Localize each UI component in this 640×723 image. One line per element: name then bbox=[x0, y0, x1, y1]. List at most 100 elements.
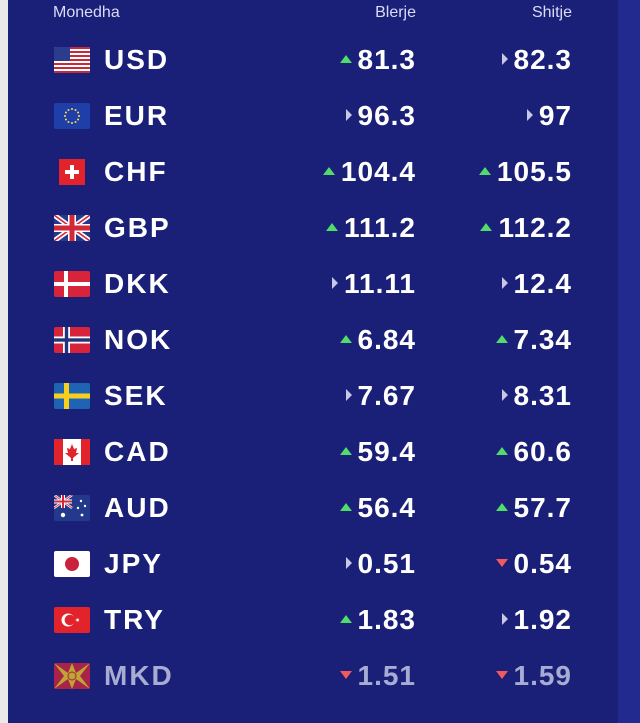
scrollbar-track[interactable] bbox=[618, 0, 640, 723]
sell-value: 1.92 bbox=[513, 604, 572, 635]
no-flag-icon bbox=[54, 327, 90, 353]
trend-up-icon bbox=[495, 446, 508, 455]
buy-rate: 111.2 bbox=[326, 212, 416, 244]
sell-rate: 105.5 bbox=[478, 156, 572, 188]
trend-up-icon bbox=[322, 166, 335, 175]
rate-row-nok: NOK 6.84 7.34 bbox=[8, 314, 618, 370]
sell-value: 57.7 bbox=[513, 492, 572, 523]
sell-rate: 97 bbox=[526, 100, 572, 132]
rate-row-dkk: DKK 11.11 12.4 bbox=[8, 258, 618, 314]
currency-code: JPY bbox=[104, 548, 163, 579]
sell-value: 8.31 bbox=[513, 380, 572, 411]
trend-same-icon bbox=[345, 388, 352, 401]
sell-value: 82.3 bbox=[513, 44, 572, 75]
trend-up-icon bbox=[339, 614, 352, 623]
trend-up-icon bbox=[339, 334, 352, 343]
rate-row-eur: EUR 96.3 97 bbox=[8, 90, 618, 146]
sell-rate: 8.31 bbox=[501, 380, 573, 412]
exchange-rates-panel: Monedha Blerje Shitje USD 81.3 82.3 EUR 96.3… bbox=[8, 0, 618, 723]
sell-rate: 60.6 bbox=[495, 436, 573, 468]
rate-row-usd: USD 81.3 82.3 bbox=[8, 34, 618, 90]
au-flag-icon bbox=[54, 495, 90, 521]
us-flag-icon bbox=[54, 47, 90, 73]
trend-same-icon bbox=[526, 108, 533, 121]
sell-value: 105.5 bbox=[496, 156, 572, 187]
buy-rate: 56.4 bbox=[339, 492, 417, 524]
sell-value: 7.34 bbox=[513, 324, 572, 355]
rate-row-aud: AUD 56.4 57.7 bbox=[8, 482, 618, 538]
buy-value: 56.4 bbox=[357, 492, 416, 523]
sell-rate: 82.3 bbox=[501, 44, 573, 76]
sell-value: 12.4 bbox=[513, 268, 572, 299]
currency-code: TRY bbox=[104, 604, 165, 635]
buy-value: 1.51 bbox=[357, 660, 416, 691]
buy-rate: 7.67 bbox=[345, 380, 417, 412]
sell-value: 60.6 bbox=[513, 436, 572, 467]
se-flag-icon bbox=[54, 383, 90, 409]
rate-row-chf: CHF 104.4 105.5 bbox=[8, 146, 618, 202]
trend-same-icon bbox=[501, 388, 508, 401]
buy-rate: 81.3 bbox=[339, 44, 417, 76]
currency-code: EUR bbox=[104, 100, 170, 131]
sell-rate: 12.4 bbox=[501, 268, 573, 300]
currency-code: SEK bbox=[104, 380, 168, 411]
trend-same-icon bbox=[345, 556, 352, 569]
buy-value: 1.83 bbox=[357, 604, 416, 635]
trend-up-icon bbox=[326, 222, 339, 231]
trend-down-icon bbox=[339, 670, 352, 679]
eu-flag-icon bbox=[54, 103, 90, 129]
buy-rate: 1.83 bbox=[339, 604, 417, 636]
currency-code: CAD bbox=[104, 436, 171, 467]
buy-rate: 11.11 bbox=[332, 268, 416, 300]
trend-up-icon bbox=[339, 54, 352, 63]
trend-up-icon bbox=[339, 502, 352, 511]
currency-code: NOK bbox=[104, 324, 173, 355]
sell-rate: 7.34 bbox=[495, 324, 573, 356]
sell-rate: 1.92 bbox=[501, 604, 573, 636]
rate-row-jpy: JPY 0.51 0.54 bbox=[8, 538, 618, 594]
buy-value: 7.67 bbox=[357, 380, 416, 411]
trend-same-icon bbox=[501, 612, 508, 625]
currency-code: DKK bbox=[104, 268, 171, 299]
trend-down-icon bbox=[495, 670, 508, 679]
rate-row-try: TRY 1.83 1.92 bbox=[8, 594, 618, 650]
tr-flag-icon bbox=[54, 607, 90, 633]
buy-value: 104.4 bbox=[340, 156, 416, 187]
trend-same-icon bbox=[332, 276, 339, 289]
buy-rate: 1.51 bbox=[339, 660, 417, 692]
currency-code: USD bbox=[104, 44, 170, 75]
currency-code: MKD bbox=[104, 660, 174, 691]
ch-flag-icon bbox=[54, 159, 90, 185]
buy-value: 111.2 bbox=[344, 212, 416, 243]
sell-rate: 1.59 bbox=[495, 660, 573, 692]
header-currency: Monedha bbox=[53, 4, 120, 21]
trend-up-icon bbox=[495, 502, 508, 511]
rate-row-mkd: MKD 1.51 1.59 bbox=[8, 650, 618, 706]
buy-value: 81.3 bbox=[357, 44, 416, 75]
dk-flag-icon bbox=[54, 271, 90, 297]
mk-flag-icon bbox=[54, 663, 90, 689]
sell-rate: 112.2 bbox=[480, 212, 572, 244]
trend-up-icon bbox=[495, 334, 508, 343]
buy-value: 59.4 bbox=[357, 436, 416, 467]
sell-value: 97 bbox=[538, 100, 572, 131]
gb-flag-icon bbox=[54, 215, 90, 241]
sell-value: 1.59 bbox=[513, 660, 572, 691]
header-buy: Blerje bbox=[375, 4, 416, 21]
sell-value: 112.2 bbox=[498, 212, 572, 243]
rate-row-sek: SEK 7.67 8.31 bbox=[8, 370, 618, 426]
buy-rate: 96.3 bbox=[345, 100, 417, 132]
buy-value: 96.3 bbox=[357, 100, 416, 131]
rates-header: Monedha Blerje Shitje bbox=[8, 0, 618, 28]
sell-rate: 0.54 bbox=[495, 548, 573, 580]
trend-same-icon bbox=[501, 52, 508, 65]
currency-code: GBP bbox=[104, 212, 171, 243]
trend-up-icon bbox=[339, 446, 352, 455]
buy-value: 11.11 bbox=[344, 268, 416, 299]
currency-code: CHF bbox=[104, 156, 168, 187]
buy-value: 0.51 bbox=[357, 548, 416, 579]
trend-same-icon bbox=[345, 108, 352, 121]
trend-down-icon bbox=[495, 558, 508, 567]
sell-rate: 57.7 bbox=[495, 492, 573, 524]
buy-rate: 6.84 bbox=[339, 324, 417, 356]
